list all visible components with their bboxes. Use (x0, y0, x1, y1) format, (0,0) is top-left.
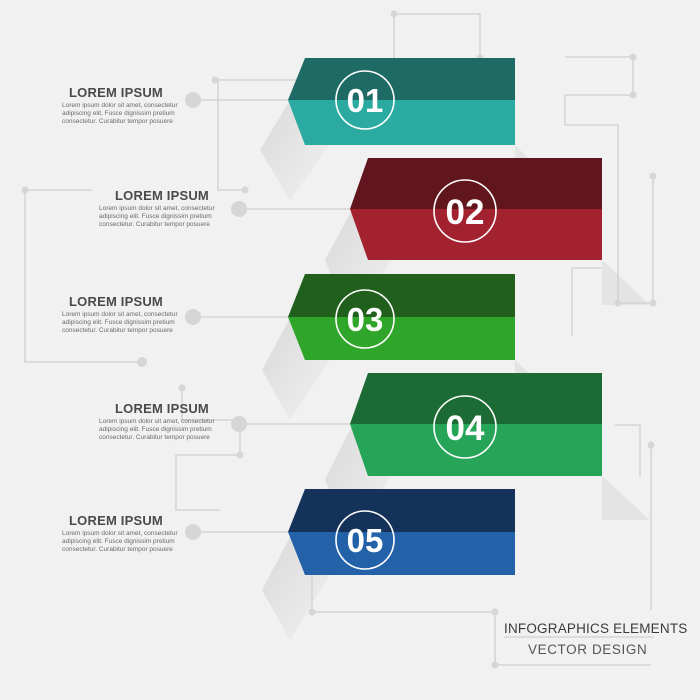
item-text-05: Lorem ipsum dolor sit amet, consectetur … (62, 530, 178, 553)
banner-05-top (288, 489, 515, 532)
item-text-02: Lorem ipsum dolor sit amet, consectetur … (99, 205, 215, 228)
banner-01-top (288, 58, 515, 100)
footer-title: INFOGRAPHICS ELEMENTS (504, 621, 688, 636)
item-title-03: LOREM IPSUM (69, 294, 163, 309)
item-label-03: LOREM IPSUM Lorem ipsum dolor sit amet, … (36, 294, 196, 335)
item-title-02: LOREM IPSUM (115, 188, 209, 203)
banner-04-bottom (350, 424, 602, 476)
item-label-05: LOREM IPSUM Lorem ipsum dolor sit amet, … (36, 513, 196, 554)
item-title-05: LOREM IPSUM (69, 513, 163, 528)
banner-02-bottom (350, 209, 602, 260)
item-text-04: Lorem ipsum dolor sit amet, consectetur … (99, 418, 215, 441)
banner-03-number: 03 (347, 301, 384, 338)
banner-05-bottom (288, 532, 515, 575)
banner-05: 05 (288, 489, 515, 575)
banner-02-top (350, 158, 602, 209)
item-text-01: Lorem ipsum dolor sit amet, consectetur … (62, 102, 178, 125)
banner-01-bottom (288, 100, 515, 145)
banner-03-bottom (288, 317, 515, 360)
banner-04: 04 (350, 373, 602, 476)
item-label-04: LOREM IPSUM Lorem ipsum dolor sit amet, … (82, 401, 242, 442)
item-title-01: LOREM IPSUM (69, 85, 163, 100)
item-label-01: LOREM IPSUM Lorem ipsum dolor sit amet, … (36, 85, 196, 126)
item-text-03: Lorem ipsum dolor sit amet, consectetur … (62, 311, 178, 334)
banner-03-top (288, 274, 515, 317)
banner-02: 02 (350, 158, 602, 260)
banner-04-number: 04 (446, 409, 485, 448)
banner-03: 03 (288, 274, 515, 360)
banner-01-number: 01 (347, 82, 384, 119)
footer-subtitle: VECTOR DESIGN (528, 642, 648, 657)
item-label-02: LOREM IPSUM Lorem ipsum dolor sit amet, … (82, 188, 242, 229)
banner-01: 01 (288, 58, 515, 145)
item-title-04: LOREM IPSUM (115, 401, 209, 416)
banner-05-number: 05 (347, 522, 384, 559)
banner-02-number: 02 (446, 193, 485, 232)
